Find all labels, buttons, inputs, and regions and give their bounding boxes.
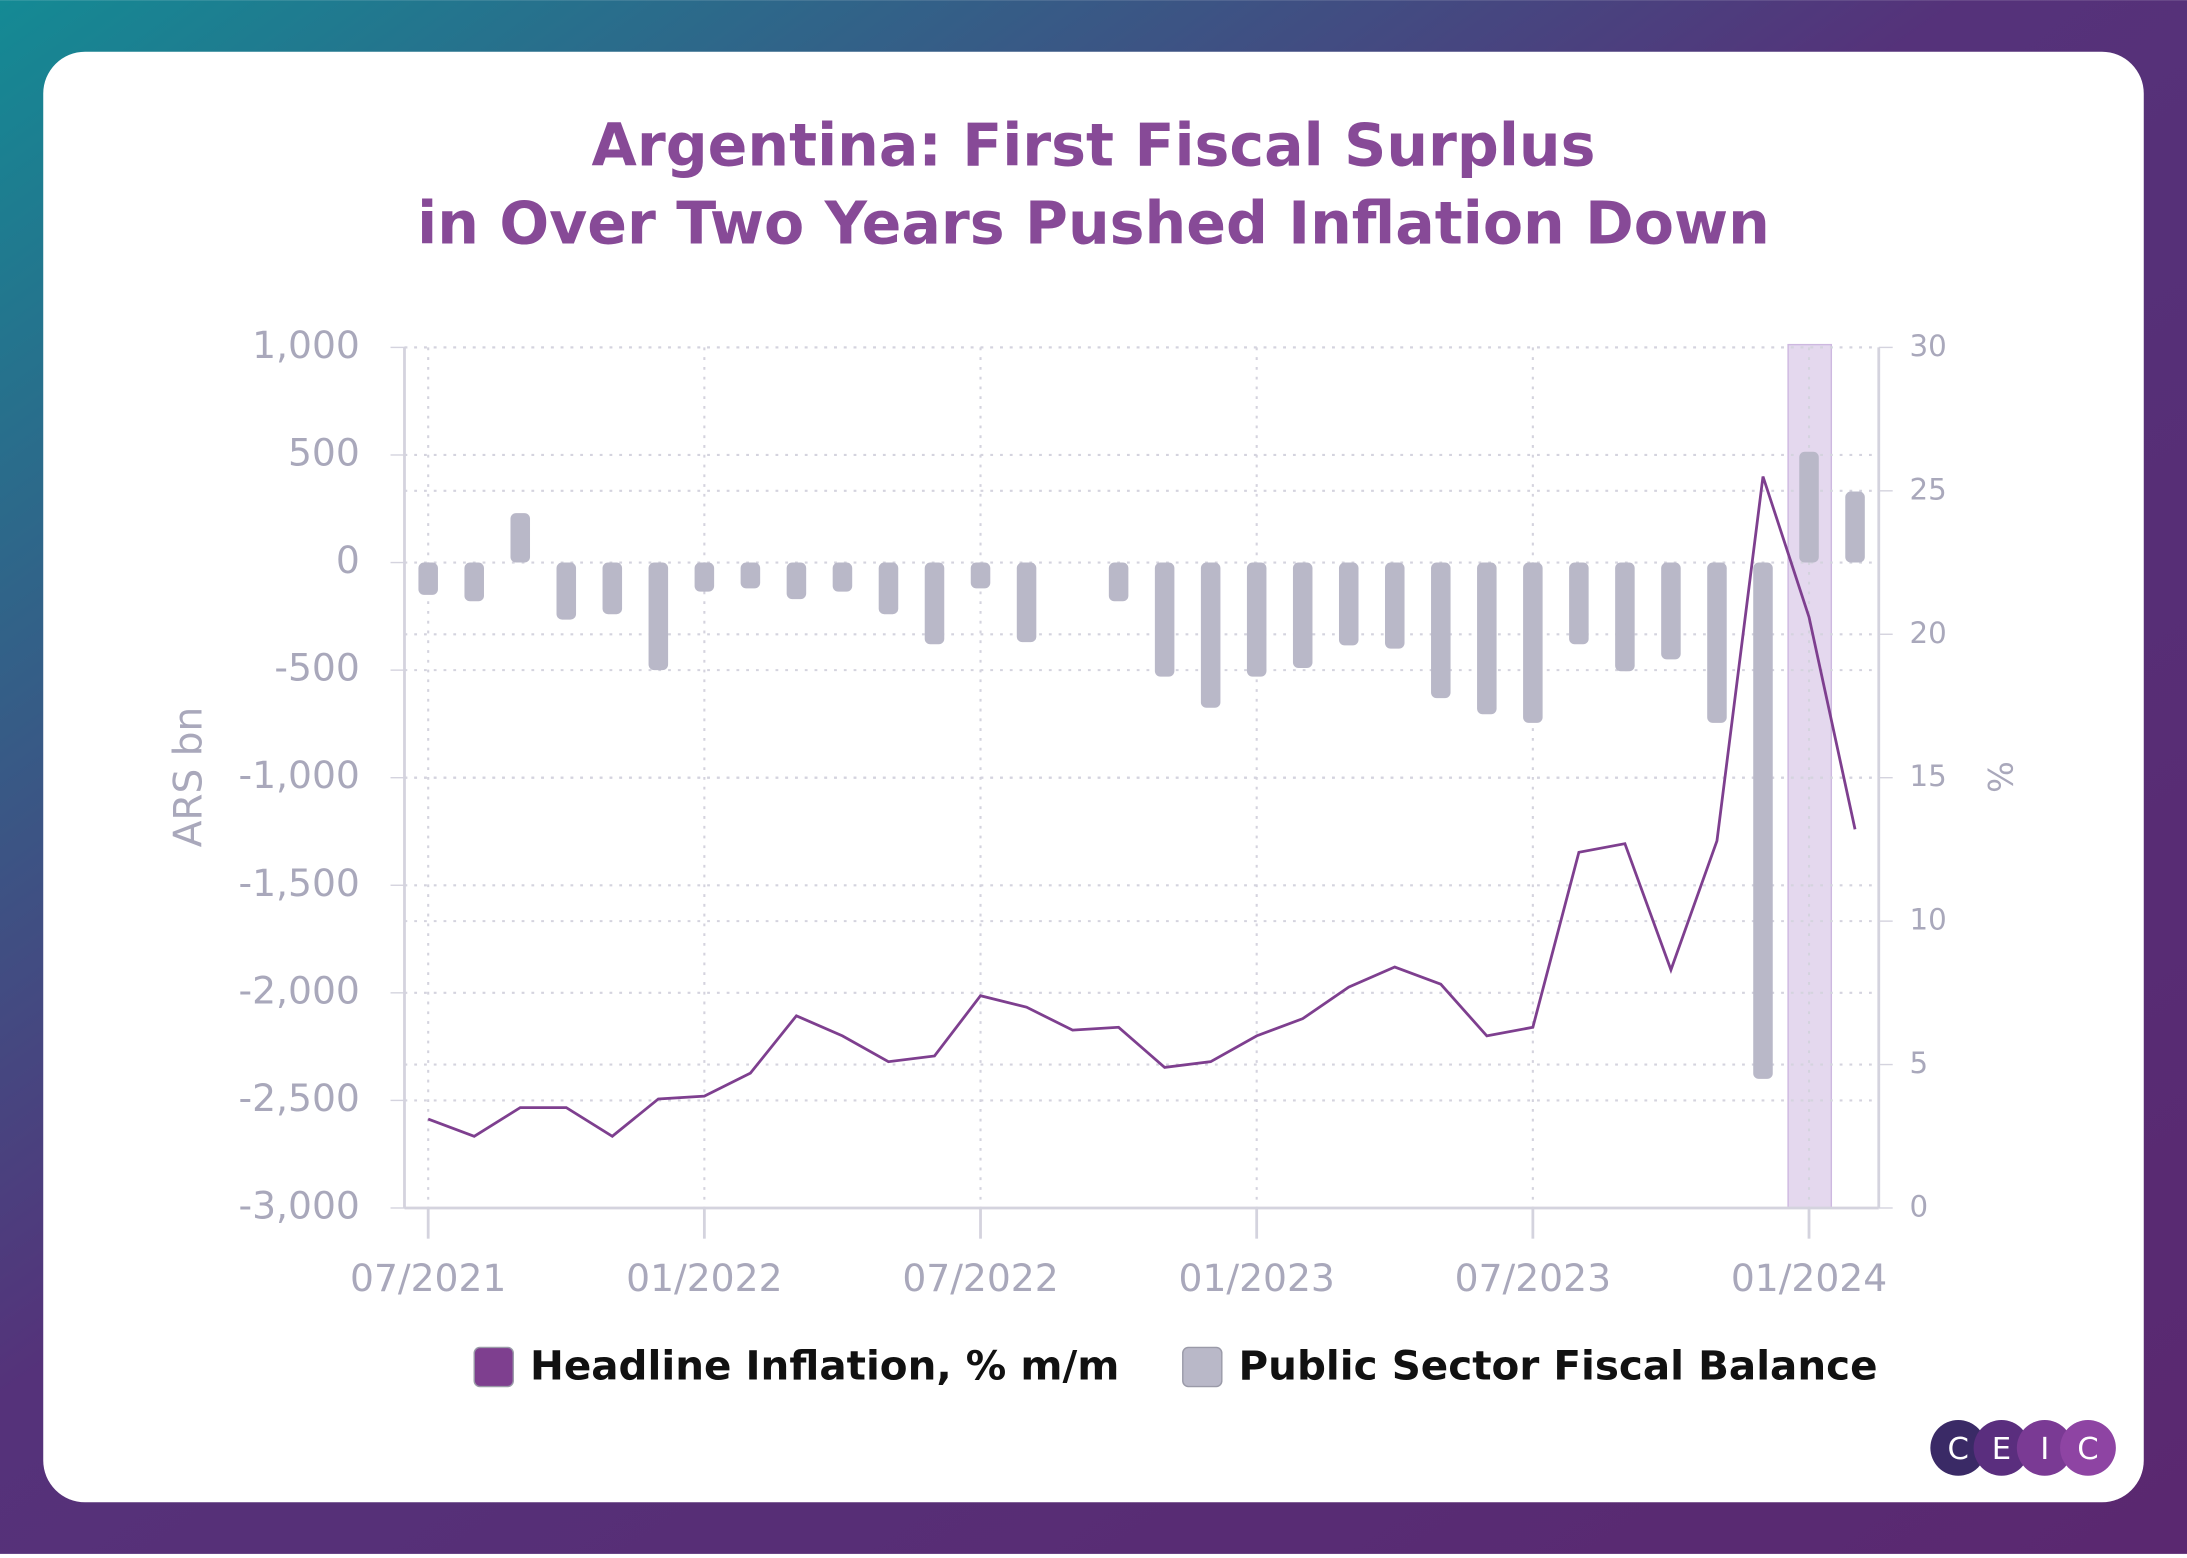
bar [1385,562,1405,649]
bar [694,562,715,592]
bar [878,562,899,615]
bar [970,562,991,589]
bar [1338,562,1359,646]
chart-title: Argentina: First Fiscal Surplus [591,111,1595,179]
y-tick-label: 500 [288,430,360,474]
bar [1523,562,1543,723]
bar [418,562,438,595]
logo-circle [2060,1419,2116,1476]
x-tick-label: 01/2022 [626,1256,782,1300]
chart-title: in Over Two Years Pushed Inflation Down [417,190,1770,258]
legend-label: Public Sector Fiscal Balance [1239,1341,1878,1389]
y-tick-label: -500 [274,646,359,690]
logo-letter: C [2077,1432,2098,1467]
logo-circle [2016,1419,2073,1476]
bar [1108,562,1129,602]
bar [1154,562,1175,677]
bar [464,562,484,602]
bar [786,562,807,600]
bar [1477,562,1497,715]
logo-circle [1973,1419,2030,1476]
legend-label: Headline Inflation, % m/m [530,1341,1119,1389]
y2-tick-label: 25 [1909,472,1946,506]
bar [1292,562,1313,668]
y-tick-label: 1,000 [252,323,360,367]
bar [1753,562,1773,1079]
bar [1615,562,1635,672]
legend-swatch [1182,1346,1223,1388]
y2-tick-label: 20 [1909,616,1946,650]
bar [602,562,623,615]
bar [1246,562,1267,677]
y2-tick-label: 15 [1909,759,1946,793]
y-tick-label: 0 [336,538,360,582]
y2-tick-label: 10 [1909,903,1946,937]
x-tick-label: 01/2023 [1179,1256,1335,1300]
bar [1707,562,1727,723]
logo-letter: I [2040,1432,2049,1467]
bar [832,562,853,592]
bar [510,513,531,563]
bar [1799,451,1819,563]
bar [924,562,945,645]
y-tick-label: -2,500 [239,1076,360,1120]
line [427,476,1857,1138]
x-tick-label: 07/2021 [350,1256,506,1300]
logo-letter: E [1992,1432,2011,1467]
y-tick-label: -1,000 [239,753,360,797]
logo-letter: C [1948,1432,1969,1467]
bar [1569,562,1589,645]
y2-axis-label: % [1980,761,2019,793]
y-axis-label: ARS bn [167,707,212,848]
bar [556,562,577,620]
bar [1845,491,1865,563]
bar [1661,562,1681,660]
bar [740,562,761,589]
y2-tick-label: 5 [1909,1046,1928,1080]
y-tick-label: -2,000 [239,968,360,1012]
x-tick-label: 07/2023 [1455,1256,1611,1300]
y2-tick-label: 0 [1909,1189,1928,1223]
logo-circle [1930,1419,1987,1476]
bar [1200,562,1221,708]
card [43,51,2144,1503]
y2-tick-label: 30 [1909,329,1946,363]
bar [648,562,669,671]
y-tick-label: -3,000 [239,1183,360,1227]
bar [1431,562,1451,699]
x-tick-label: 01/2024 [1731,1256,1887,1300]
x-tick-label: 07/2022 [902,1256,1058,1300]
bar [1016,562,1037,643]
legend-swatch [473,1346,514,1388]
y-tick-label: -1,500 [239,861,360,905]
